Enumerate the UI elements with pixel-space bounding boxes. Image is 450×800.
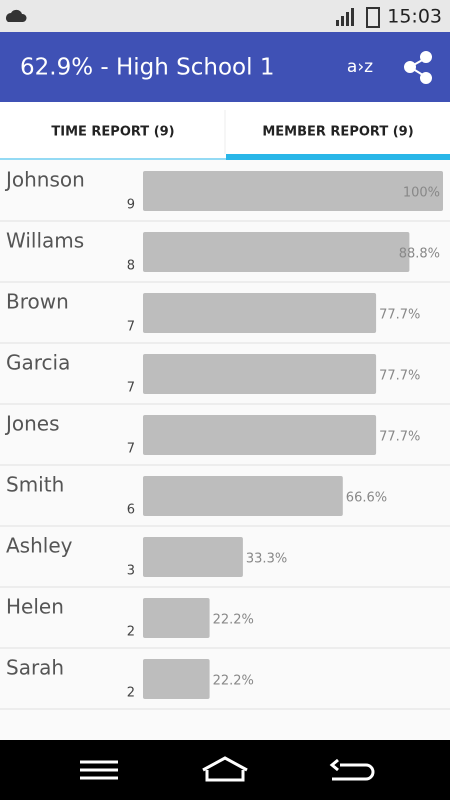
clock: 15:03 <box>387 6 442 28</box>
app-title: 62.9% - High School 1 <box>20 55 274 81</box>
battery-icon <box>366 7 380 28</box>
member-name: Helen <box>6 595 64 619</box>
menu-button[interactable] <box>80 760 118 780</box>
bar <box>143 415 377 455</box>
bar <box>143 171 443 211</box>
value-label: 33.3% <box>246 552 287 567</box>
member-name: Garcia <box>6 351 70 375</box>
member-count: 9 <box>127 198 135 213</box>
home-button[interactable] <box>202 756 248 782</box>
bar <box>143 232 410 272</box>
bar <box>143 476 343 516</box>
member-count: 6 <box>127 503 135 518</box>
value-label: 88.8% <box>399 247 440 262</box>
value-label: 66.6% <box>346 491 387 506</box>
bar <box>143 293 377 333</box>
bar <box>143 598 210 638</box>
value-label: 77.7% <box>379 430 420 445</box>
member-name: Sarah <box>6 656 64 680</box>
tab-label[interactable]: TIME REPORT (9) <box>51 125 174 140</box>
member-name: Jones <box>4 412 60 436</box>
status-bar <box>0 0 450 32</box>
sort-button[interactable]: a›z <box>347 57 373 77</box>
member-count: 7 <box>127 381 135 396</box>
member-count: 2 <box>127 686 135 701</box>
bar <box>143 537 243 577</box>
signal-icon <box>336 8 354 26</box>
cloud-icon <box>6 9 27 22</box>
bar <box>143 659 210 699</box>
tab-label[interactable]: MEMBER REPORT (9) <box>262 125 413 140</box>
member-name: Willams <box>6 229 84 253</box>
app-bar <box>0 32 450 102</box>
member-name: Brown <box>6 290 69 314</box>
member-name: Smith <box>6 473 64 497</box>
share-button[interactable] <box>404 51 432 84</box>
value-label: 77.7% <box>379 308 420 323</box>
member-name: Johnson <box>4 168 85 192</box>
member-name: Ashley <box>6 534 73 558</box>
value-label: 77.7% <box>379 369 420 384</box>
member-count: 3 <box>127 564 135 579</box>
tab-indicator <box>226 154 450 160</box>
bar <box>143 354 377 394</box>
member-count: 8 <box>127 259 135 274</box>
member-count: 7 <box>127 442 135 457</box>
value-label: 22.2% <box>213 674 254 689</box>
back-button[interactable] <box>329 758 375 781</box>
member-count: 7 <box>127 320 135 335</box>
value-label: 22.2% <box>213 613 254 628</box>
member-count: 2 <box>127 625 135 640</box>
value-label: 100% <box>403 186 440 201</box>
nav-bar <box>0 740 450 800</box>
